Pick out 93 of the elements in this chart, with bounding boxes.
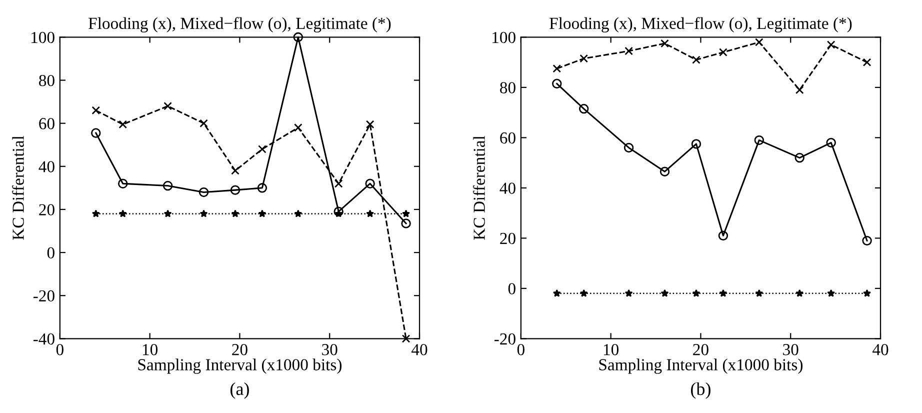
- point: [660, 289, 669, 297]
- point: [624, 289, 633, 297]
- y-tick-label: 40: [500, 182, 516, 194]
- point: [826, 40, 836, 49]
- y-tick-label: 100: [32, 32, 54, 44]
- point: [794, 152, 804, 163]
- y-tick-label: 40: [38, 161, 54, 172]
- point: [91, 128, 101, 138]
- point: [198, 187, 209, 198]
- point: [231, 166, 240, 175]
- point: [92, 210, 100, 218]
- point: [862, 236, 872, 246]
- y-axis-title: KC Differential: [473, 136, 485, 240]
- point: [754, 38, 764, 46]
- point: [624, 46, 633, 56]
- point: [826, 138, 836, 148]
- point: [164, 210, 172, 218]
- point: [164, 102, 172, 110]
- point: [552, 289, 561, 297]
- point: [366, 210, 374, 218]
- x-tick-label: 40: [872, 344, 888, 356]
- point: [692, 56, 700, 64]
- y-tick-label: 60: [39, 118, 54, 130]
- y-tick-label: 60: [500, 132, 516, 144]
- point: [118, 178, 128, 188]
- point: [200, 210, 208, 218]
- point: [719, 48, 728, 56]
- point: [862, 58, 872, 66]
- point: [660, 39, 669, 48]
- y-tick-label: 0: [47, 247, 54, 258]
- point: [401, 218, 411, 228]
- point: [334, 206, 344, 216]
- text: (b): [690, 382, 710, 399]
- y-tick-label: 0: [508, 283, 516, 294]
- y-tick-label: 100: [492, 32, 516, 44]
- point: [334, 179, 343, 188]
- point: [231, 210, 240, 218]
- y-tick-label: 20: [39, 204, 54, 216]
- y-tick-label: -20: [494, 333, 516, 345]
- point: [294, 123, 302, 132]
- x-tick-label: 30: [783, 344, 798, 356]
- y-tick-label: 80: [39, 74, 54, 86]
- chart-title: Flooding (x), Mixed−flow (o), Legitimate (*): [88, 17, 391, 32]
- point: [660, 166, 670, 176]
- point: [827, 289, 836, 297]
- y-axis-title: KC Differential: [12, 136, 24, 240]
- point: [293, 32, 304, 42]
- point: [580, 54, 588, 63]
- x-tick-label: 30: [322, 344, 338, 356]
- point: [366, 120, 374, 129]
- point: [552, 78, 562, 89]
- point: [118, 120, 128, 129]
- point: [552, 64, 562, 73]
- point: [294, 210, 302, 218]
- point: [624, 142, 634, 153]
- point: [755, 289, 764, 297]
- point: [795, 86, 804, 94]
- point: [200, 119, 208, 128]
- text: (a): [230, 382, 249, 399]
- x-axis-title: Sampling Interval (x1000 bits): [138, 358, 342, 374]
- y-tick-label: -20: [33, 290, 54, 302]
- point: [258, 144, 266, 154]
- x-tick-label: 20: [232, 344, 248, 356]
- y-tick-label: 20: [500, 232, 516, 244]
- x-tick-label: 0: [56, 344, 64, 356]
- point: [863, 289, 872, 297]
- point: [118, 210, 127, 218]
- point: [719, 289, 728, 297]
- point: [691, 139, 702, 149]
- chart-title: Flooding (x), Mixed−flow (o), Legitimate (*): [550, 17, 852, 32]
- y-tick-label: -40: [33, 333, 54, 345]
- point: [580, 289, 588, 297]
- x-axis-title: Sampling Interval (x1000 bits): [599, 358, 803, 374]
- x-tick-label: 10: [142, 344, 158, 356]
- point: [796, 289, 804, 297]
- point: [692, 289, 700, 297]
- x-tick-label: 10: [604, 344, 619, 356]
- x-tick-label: 20: [693, 344, 708, 356]
- point: [334, 210, 343, 218]
- point: [402, 210, 410, 218]
- point: [402, 334, 410, 343]
- point: [162, 180, 173, 191]
- point: [230, 185, 240, 195]
- x-tick-label: 0: [517, 344, 524, 356]
- x-tick-label: 40: [412, 344, 428, 356]
- point: [365, 178, 375, 188]
- point: [754, 135, 764, 146]
- y-tick-label: 80: [500, 82, 516, 94]
- point: [92, 106, 100, 115]
- point: [718, 230, 728, 241]
- point: [578, 104, 589, 114]
- point: [257, 183, 268, 193]
- point: [258, 210, 266, 218]
